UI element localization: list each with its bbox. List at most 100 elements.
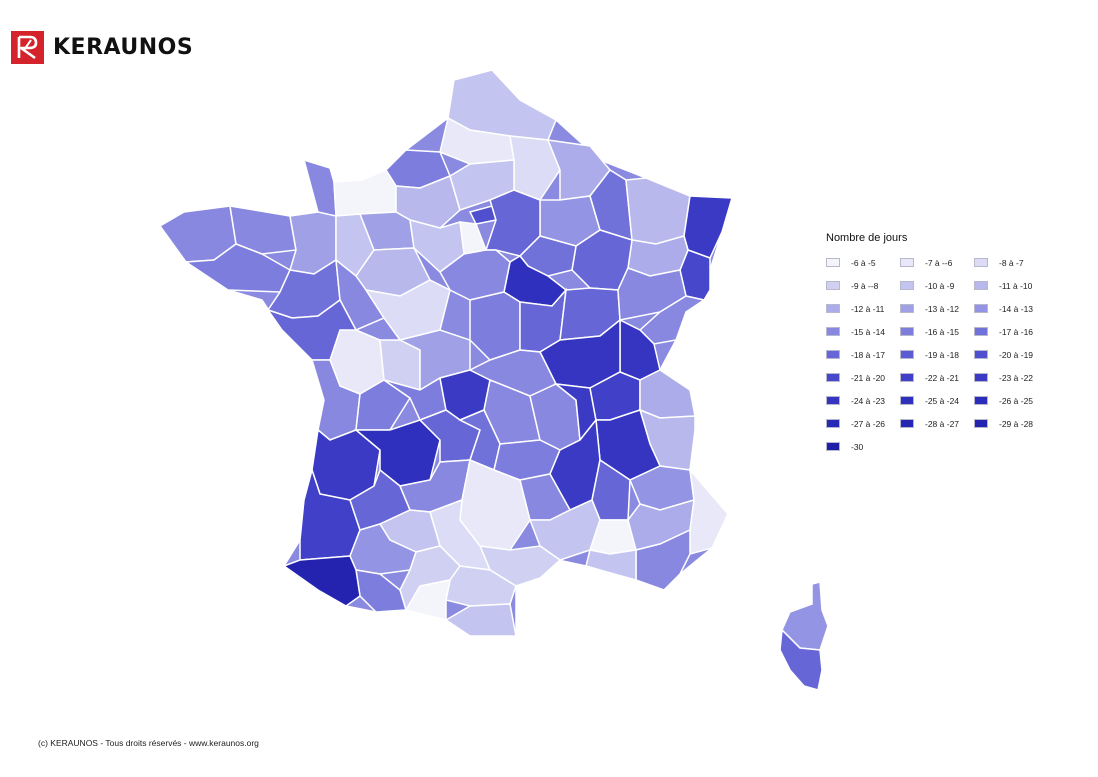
legend-label: -24 à -23 <box>851 395 886 406</box>
legend-label: -18 à -17 <box>851 349 886 360</box>
legend-item: -12 à -11 <box>826 301 900 316</box>
legend-swatch <box>900 281 914 290</box>
region-pyrenees-orientales <box>444 603 517 637</box>
legend-swatch <box>826 442 840 451</box>
legend-item: -11 à -10 <box>974 278 1048 293</box>
copyright-footer: (c) KERAUNOS - Tous droits réservés - ww… <box>38 738 259 748</box>
legend-label: -6 à -5 <box>851 257 876 268</box>
brand-logo: KERAUNOS <box>11 30 193 64</box>
legend-swatch <box>900 373 914 382</box>
legend-item: -19 à -18 <box>900 347 974 362</box>
legend-swatch <box>900 419 914 428</box>
legend-label: -15 à -14 <box>851 326 886 337</box>
region-charente <box>355 379 412 431</box>
legend-label: -28 à -27 <box>925 418 960 429</box>
legend-swatch <box>826 396 840 405</box>
legend-item: -13 à -12 <box>900 301 974 316</box>
legend-items: -6 à -5 -7 à --6 -8 à -7 -9 à --8 -10 à -9 -1… <box>826 255 1086 454</box>
legend-item: -24 à -23 <box>826 393 900 408</box>
legend-swatch <box>900 396 914 405</box>
legend-swatch <box>826 327 840 336</box>
legend-swatch <box>900 258 914 267</box>
legend-swatch <box>826 281 840 290</box>
legend-swatch <box>974 350 988 359</box>
legend-swatch <box>974 327 988 336</box>
legend-label: -29 à -28 <box>999 418 1034 429</box>
legend-label: -22 à -21 <box>925 372 960 383</box>
region-corse-du-sud <box>779 628 823 691</box>
legend-item: -20 à -19 <box>974 347 1048 362</box>
legend-label: -11 à -10 <box>999 280 1033 291</box>
legend-item: -7 à --6 <box>900 255 974 270</box>
legend-label: -17 à -16 <box>999 326 1034 337</box>
legend-label: -7 à --6 <box>925 257 953 268</box>
legend-swatch <box>826 350 840 359</box>
region-loir-et-cher <box>364 279 451 341</box>
legend-item: -15 à -14 <box>826 324 900 339</box>
legend-item: -29 à -28 <box>974 416 1048 431</box>
legend-swatch <box>974 258 988 267</box>
legend-item: -10 à -9 <box>900 278 974 293</box>
legend-label: -21 à -20 <box>851 372 886 383</box>
legend-swatch <box>974 419 988 428</box>
legend-item: -22 à -21 <box>900 370 974 385</box>
legend-label: -9 à --8 <box>851 280 879 291</box>
keraunos-logo-icon <box>11 30 44 64</box>
legend-item: -27 à -26 <box>826 416 900 431</box>
legend-item: -18 à -17 <box>826 347 900 362</box>
region-bouches-du-rhone <box>585 549 637 581</box>
legend-label: -19 à -18 <box>925 349 960 360</box>
region-alpes-maritimes <box>688 467 729 555</box>
legend-item: -25 à -24 <box>900 393 974 408</box>
region-moselle <box>625 177 691 245</box>
region-cotes-armor <box>229 205 297 255</box>
map-legend: Nombre de jours -6 à -5 -7 à --6 -8 à -7 -9… <box>826 232 1086 454</box>
region-haute-saone <box>617 267 687 321</box>
brand-name: KERAUNOS <box>53 34 194 60</box>
legend-item: -23 à -22 <box>974 370 1048 385</box>
legend-label: -27 à -26 <box>851 418 886 429</box>
legend-label: -25 à -24 <box>925 395 960 406</box>
legend-swatch <box>826 304 840 313</box>
region-pyrenees-atlantiques <box>282 555 361 607</box>
legend-item: -21 à -20 <box>826 370 900 385</box>
legend-item: -26 à -25 <box>974 393 1048 408</box>
legend-label: -16 à -15 <box>925 326 960 337</box>
legend-label: -23 à -22 <box>999 372 1034 383</box>
legend-item: -17 à -16 <box>974 324 1048 339</box>
legend-item: -16 à -15 <box>900 324 974 339</box>
legend-item: -14 à -13 <box>974 301 1048 316</box>
region-ariege <box>404 579 451 621</box>
legend-item: -8 à -7 <box>974 255 1048 270</box>
legend-label: -12 à -11 <box>851 303 885 314</box>
legend-label: -30 <box>851 441 864 452</box>
legend-swatch <box>900 327 914 336</box>
legend-label: -20 à -19 <box>999 349 1034 360</box>
legend-swatch <box>900 350 914 359</box>
legend-swatch <box>974 304 988 313</box>
legend-label: -14 à -13 <box>999 303 1034 314</box>
legend-item: -28 à -27 <box>900 416 974 431</box>
legend-title: Nombre de jours <box>826 232 908 244</box>
legend-swatch <box>826 419 840 428</box>
region-loiret <box>439 249 511 301</box>
legend-label: -26 à -25 <box>999 395 1034 406</box>
legend-swatch <box>974 373 988 382</box>
legend-item: -6 à -5 <box>826 255 900 270</box>
region-haute-savoie <box>639 369 696 419</box>
legend-swatch <box>900 304 914 313</box>
legend-label: -8 à -7 <box>999 257 1024 268</box>
legend-swatch <box>826 258 840 267</box>
region-bas-rhin <box>683 195 733 259</box>
region-var <box>635 528 691 591</box>
region-calvados <box>333 169 397 217</box>
region-aude <box>445 565 517 607</box>
legend-item: -9 à --8 <box>826 278 900 293</box>
legend-label: -13 à -12 <box>925 303 960 314</box>
legend-item: -30 <box>826 439 900 454</box>
legend-swatch <box>974 396 988 405</box>
legend-label: -10 à -9 <box>925 280 955 291</box>
legend-swatch <box>974 281 988 290</box>
legend-swatch <box>826 373 840 382</box>
